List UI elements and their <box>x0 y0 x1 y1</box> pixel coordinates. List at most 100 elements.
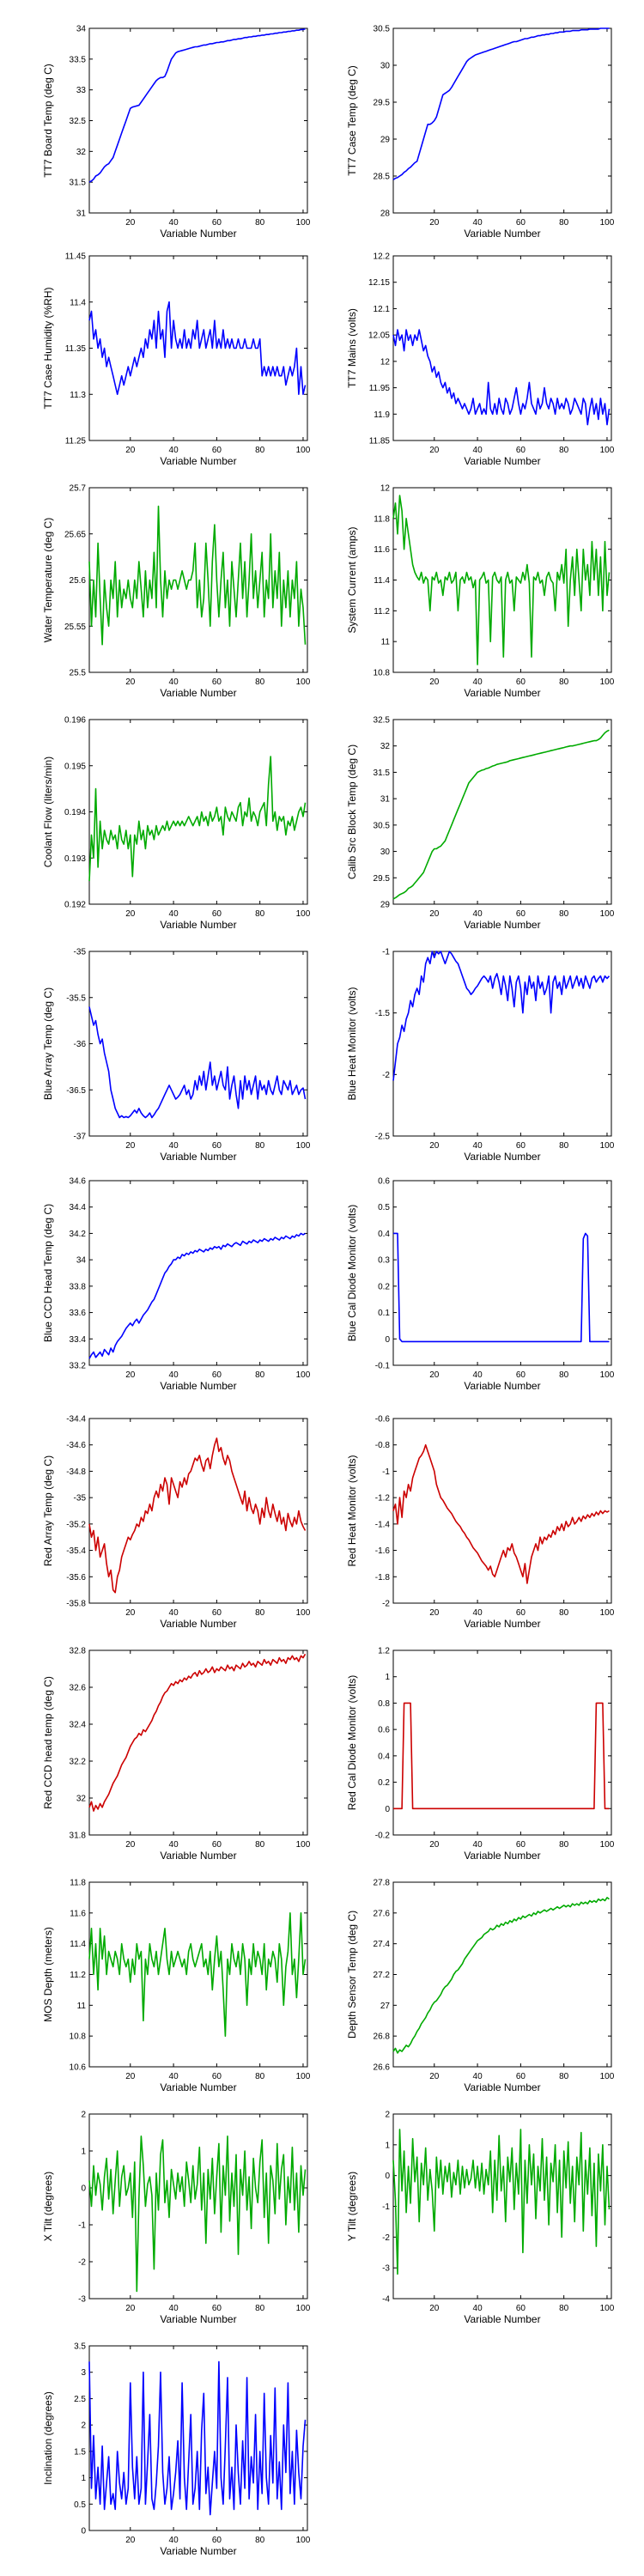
x-tick-label: 60 <box>212 677 222 687</box>
y-axis-label: TT7 Mains (volts) <box>346 308 358 388</box>
axes-frame <box>392 1180 612 1366</box>
chart-panel: 20 40 60 80 100 29 29.5 30 30.5 31 31.5 32 32.5 Varia… <box>346 716 615 932</box>
x-axis-label: Variable Number <box>464 687 540 699</box>
chart-panel: 20 40 60 80 100 28 28.5 29 29.5 30 30.5 Variable Nu… <box>346 25 615 240</box>
series-line <box>88 505 307 646</box>
x-tick-label: 100 <box>600 677 615 687</box>
chart-panel: 20 40 60 80 100 -37 -36.5 -36 -35.5 -35 Variable N… <box>42 948 311 1163</box>
x-tick-label: 20 <box>125 1608 136 1618</box>
y-tick-label: 34 <box>76 25 87 34</box>
x-tick-label: 40 <box>169 446 179 455</box>
chart-panel: 20 40 60 80 100 31.8 32 32.2 32.4 32.6 32.8 Variabl… <box>42 1647 311 1862</box>
y-tick-label: 11.6 <box>374 545 390 555</box>
y-tick-label: 33 <box>76 86 87 95</box>
x-tick-label: 40 <box>473 1608 483 1618</box>
axes-frame <box>392 1881 612 2068</box>
y-tick-label: 30 <box>380 62 391 71</box>
y-axis-label: Blue CCD Head Temp (deg C) <box>42 1204 54 1342</box>
y-tick-label: -2 <box>382 1600 390 1609</box>
y-tick-label: 27.6 <box>374 1909 391 1918</box>
x-tick-label: 60 <box>516 446 526 455</box>
chart-panel: 20 40 60 80 100 -2 -1.8 -1.6 -1.4 -1.2 -1 -0.8 -0.6 V… <box>346 1415 615 1631</box>
x-tick-label: 80 <box>255 2304 265 2313</box>
chart-panel: 20 40 60 80 100 11.85 11.9 11.95 12 12.05 12.1 12.1… <box>346 252 615 468</box>
y-tick-label: 32.4 <box>70 1721 87 1730</box>
chart-panel: 20 40 60 80 100 0 0.5 1 1.5 2 2.5 3 3.5 Variable Numb… <box>42 2342 311 2558</box>
x-axis-label: Variable Number <box>464 919 540 931</box>
y-tick-label: 12.05 <box>368 331 390 341</box>
y-tick-label: -34.4 <box>66 1415 86 1425</box>
y-axis-label: Depth Sensor Temp (deg C) <box>346 1911 358 2038</box>
y-tick-label: 1.5 <box>74 2447 86 2457</box>
axes-frame <box>392 1649 612 1836</box>
y-tick-label: 12 <box>380 357 391 367</box>
x-tick-label: 40 <box>473 218 483 228</box>
y-tick-label: -35 <box>74 1494 87 1504</box>
y-tick-label: 1 <box>81 2474 86 2483</box>
y-tick-label: 29 <box>380 136 391 145</box>
x-tick-label: 100 <box>600 1141 615 1151</box>
series-line <box>88 1232 306 1359</box>
y-tick-label: 30 <box>380 848 391 857</box>
y-tick-label: 12.1 <box>374 305 391 314</box>
y-tick-label: 32.5 <box>374 716 391 726</box>
x-tick-label: 80 <box>255 1141 265 1151</box>
x-axis-label: Variable Number <box>464 1618 540 1630</box>
x-axis-label: Variable Number <box>464 455 540 467</box>
x-tick-label: 40 <box>473 677 483 687</box>
chart-panel: 20 40 60 80 100 33.2 33.4 33.6 33.8 34 34.2 34.4 34.… <box>42 1177 311 1393</box>
y-tick-label: 34.6 <box>70 1177 87 1187</box>
y-tick-label: 0 <box>81 2527 86 2537</box>
x-tick-label: 20 <box>125 1370 136 1380</box>
y-axis-label: MOS Depth (meters) <box>42 1927 54 2022</box>
y-tick-label: 32.2 <box>70 1758 87 1767</box>
y-axis-label: Red Cal Diode Monitor (volts) <box>346 1675 358 1810</box>
series-line <box>392 329 611 426</box>
chart-panel: 20 40 60 80 100 10.6 10.8 11 11.2 11.4 11.6 11.8 Var… <box>42 1879 311 2094</box>
x-tick-label: 20 <box>429 1840 440 1850</box>
y-tick-label: 26.6 <box>374 2063 391 2073</box>
y-tick-label: -35.6 <box>66 1573 86 1583</box>
chart-panel: 20 40 60 80 100 26.6 26.8 27 27.2 27.4 27.6 27.8 Var… <box>346 1879 615 2094</box>
x-tick-label: 20 <box>429 2072 440 2081</box>
x-tick-label: 60 <box>212 1370 222 1380</box>
x-tick-label: 80 <box>559 909 569 919</box>
y-tick-label: 32 <box>76 1795 87 1804</box>
x-tick-label: 40 <box>169 1370 179 1380</box>
y-tick-label: 0 <box>385 1335 390 1345</box>
y-tick-label: 30.5 <box>374 821 391 830</box>
chart-panel: 20 40 60 80 100 31 31.5 32 32.5 33 33.5 34 Variable … <box>42 25 311 240</box>
y-tick-label: -34.8 <box>66 1467 86 1477</box>
x-axis-label: Variable Number <box>464 1151 540 1163</box>
y-tick-label: 1 <box>385 1673 390 1682</box>
x-tick-label: 100 <box>600 2304 615 2313</box>
x-tick-label: 40 <box>473 2072 483 2081</box>
x-tick-label: 60 <box>212 2536 222 2545</box>
x-tick-label: 60 <box>516 1608 526 1618</box>
x-tick-label: 40 <box>473 909 483 919</box>
y-axis-label: Coolant Flow (liters/min) <box>42 756 54 867</box>
x-tick-label: 80 <box>559 218 569 228</box>
y-tick-label: 33.2 <box>70 1362 87 1371</box>
y-tick-label: 0.5 <box>378 1203 390 1212</box>
y-tick-label: 25.5 <box>70 669 87 678</box>
y-tick-label: 0.3 <box>378 1256 390 1266</box>
x-tick-label: 80 <box>559 677 569 687</box>
y-tick-label: 27.2 <box>374 1971 391 1980</box>
x-axis-label: Variable Number <box>160 1850 236 1862</box>
y-axis-label: Blue Array Temp (deg C) <box>42 987 54 1100</box>
x-tick-label: 80 <box>255 909 265 919</box>
series-line <box>392 495 611 665</box>
x-tick-label: 20 <box>125 677 136 687</box>
y-tick-label: 0.4 <box>378 1752 390 1761</box>
y-tick-label: 0.1 <box>378 1309 390 1318</box>
x-tick-label: 20 <box>429 909 440 919</box>
y-tick-label: 32 <box>380 742 391 751</box>
y-tick-label: -35.5 <box>66 993 86 1003</box>
axes-frame <box>88 1649 308 1836</box>
y-tick-label: -1.8 <box>375 1573 391 1583</box>
y-tick-label: -0.1 <box>375 1362 391 1371</box>
series-line <box>88 1912 307 2037</box>
y-tick-label: 11 <box>77 2002 87 2011</box>
series-line <box>88 756 307 882</box>
